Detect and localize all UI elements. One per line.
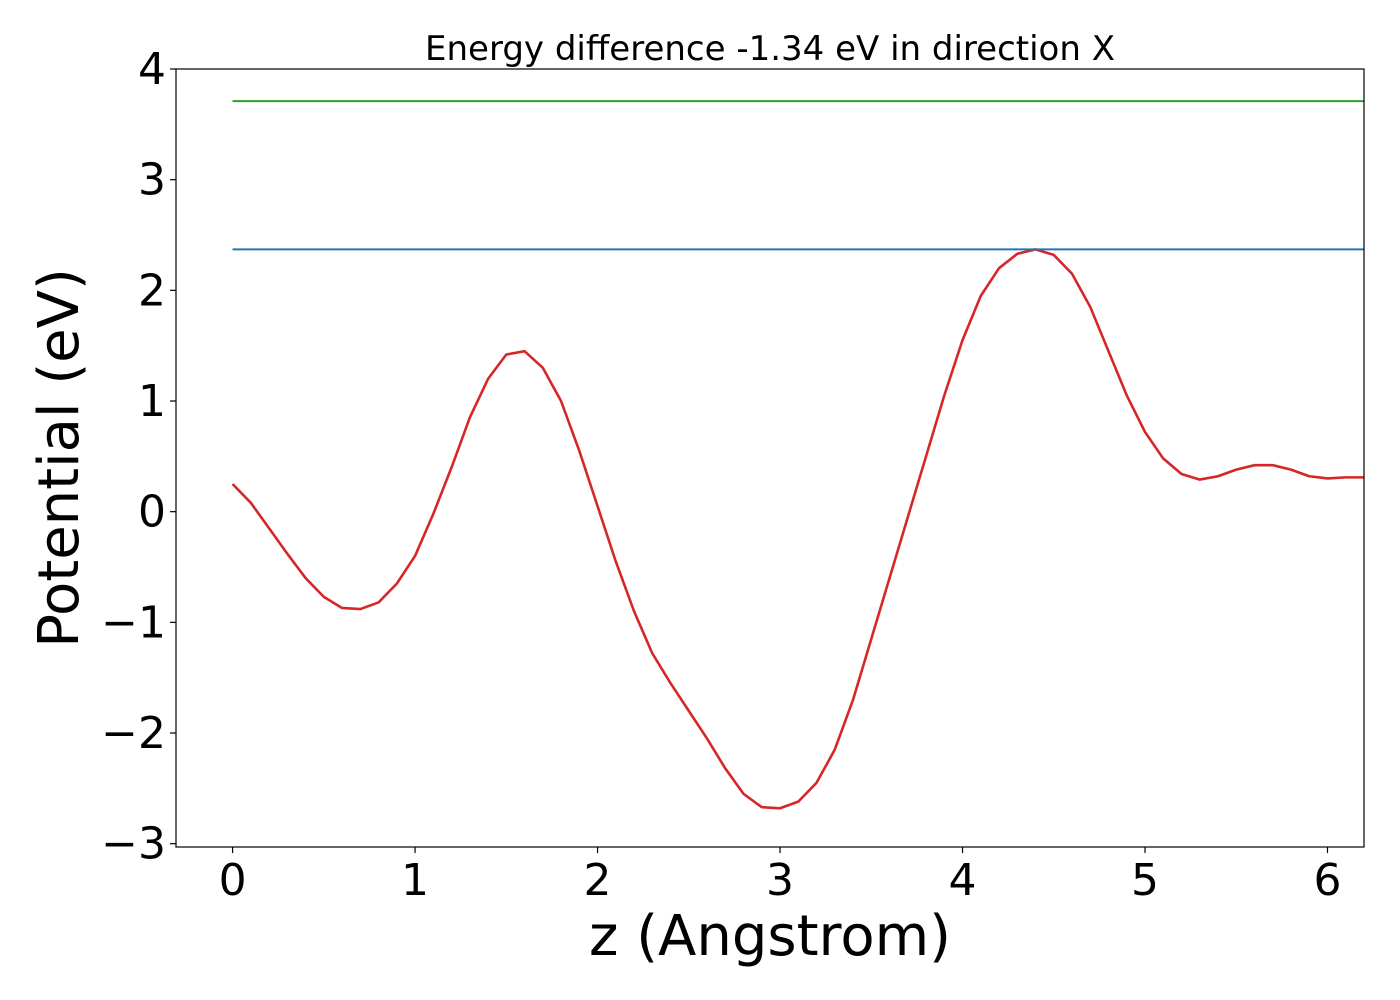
x-tick-label: 3: [766, 855, 794, 906]
y-tick-label: 4: [138, 44, 166, 95]
x-tick-label: 0: [219, 855, 247, 906]
x-tick-label: 6: [1314, 855, 1342, 906]
series-layer: [231, 100, 1364, 810]
x-axis: 0 1 2 3 4 5 6: [219, 847, 1342, 906]
y-tick-label: −2: [101, 708, 166, 759]
plot-area: [231, 100, 1364, 810]
y-tick-label: 3: [138, 155, 166, 206]
axes-frame: [175, 68, 1365, 848]
y-tick-label: 1: [138, 376, 166, 427]
y-tick-label: 0: [138, 487, 166, 538]
x-axis-label: z (Angstrom): [589, 904, 951, 969]
y-axis-label: Potential (eV): [27, 268, 92, 648]
y-tick-label: 2: [138, 265, 166, 316]
x-tick-label: 5: [1131, 855, 1159, 906]
x-tick-label: 4: [949, 855, 977, 906]
x-tick-label: 2: [584, 855, 612, 906]
y-tick-label: −3: [101, 819, 166, 870]
y-tick-label: −1: [101, 597, 166, 648]
chart-title: Energy difference -1.34 eV in direction …: [425, 29, 1115, 69]
y-axis: −3 −2 −1 0 1 2 3 4: [101, 44, 176, 870]
series-line-0: [231, 248, 1364, 810]
x-tick-label: 1: [401, 855, 429, 906]
